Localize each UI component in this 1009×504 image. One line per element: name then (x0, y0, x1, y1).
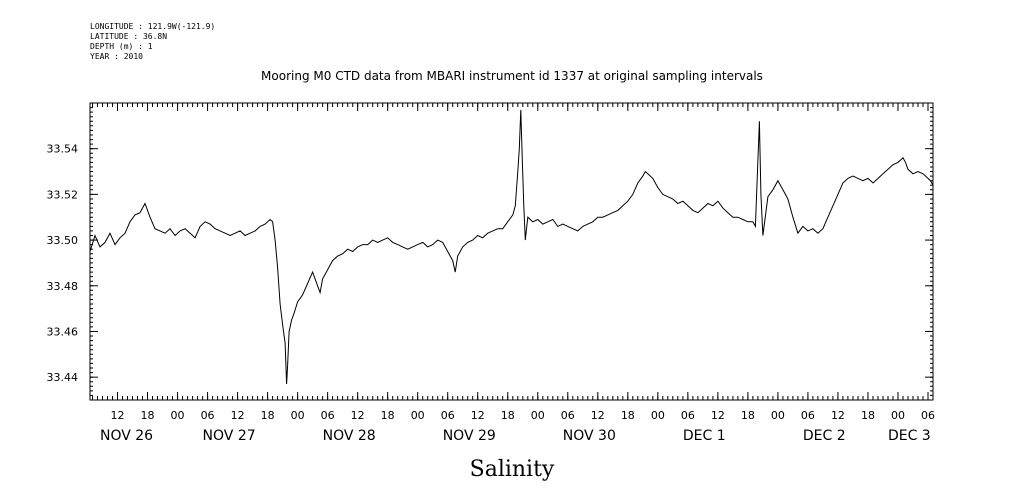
x-axis-label: Salinity (470, 457, 555, 482)
minor-ticks (90, 102, 934, 401)
metadata-block: LONGITUDE : 121.9W(-121.9) LATITUDE : 36… (90, 22, 215, 62)
x-tick-label: 06 (801, 409, 815, 422)
x-tick-label: 06 (921, 409, 935, 422)
x-tick-label: 06 (441, 409, 455, 422)
x-tick-label: 12 (231, 409, 245, 422)
x-date-label: NOV 27 (203, 428, 256, 444)
x-axis-date-labels: NOV 26 NOV 27 NOV 28 NOV 29 NOV 30 DEC 1 DEC 2… (100, 428, 931, 444)
x-tick-label: 00 (171, 409, 185, 422)
metadata-longitude: LONGITUDE : 121.9W(-121.9) (90, 22, 216, 31)
metadata-latitude: LATITUDE : 36.8N (90, 32, 168, 41)
y-tick-label: 33.54 (47, 143, 79, 156)
y-tick-label: 33.46 (47, 325, 79, 338)
y-axis: 33.44 33.46 33.48 33.50 33.52 33.54 (47, 143, 933, 384)
x-tick-label: 18 (261, 409, 275, 422)
x-tick-label: 12 (591, 409, 605, 422)
x-tick-label: 00 (531, 409, 545, 422)
y-tick-label: 33.50 (47, 234, 79, 247)
x-date-label: DEC 2 (803, 428, 846, 444)
x-tick-label: 06 (561, 409, 575, 422)
x-tick-label: 12 (471, 409, 485, 422)
x-tick-label: 00 (771, 409, 785, 422)
x-tick-label: 12 (831, 409, 845, 422)
x-date-label: NOV 30 (563, 428, 616, 444)
x-date-label: NOV 28 (323, 428, 376, 444)
x-tick-label: 12 (711, 409, 725, 422)
x-date-label: NOV 29 (443, 428, 496, 444)
metadata-year: YEAR : 2010 (90, 52, 143, 61)
x-date-label: DEC 1 (683, 428, 726, 444)
metadata-depth: DEPTH (m) : 1 (90, 42, 153, 51)
x-tick-label: 18 (861, 409, 875, 422)
plot-frame (89, 102, 934, 401)
x-tick-label: 12 (111, 409, 125, 422)
x-date-label: NOV 26 (100, 428, 153, 444)
x-tick-label: 18 (141, 409, 155, 422)
x-tick-label: 06 (201, 409, 215, 422)
x-tick-label: 00 (891, 409, 905, 422)
y-tick-label: 33.48 (47, 280, 79, 293)
y-minor-ticks (90, 102, 933, 401)
x-tick-label: 00 (651, 409, 665, 422)
x-tick-label: 00 (411, 409, 425, 422)
chart-title: Mooring M0 CTD data from MBARI instrumen… (261, 69, 763, 83)
salinity-series-line (89, 109, 934, 385)
x-tick-label: 06 (681, 409, 695, 422)
x-axis: 12 18 00 06 12 18 00 06 12 18 00 06 12 18 00 06 12 18 00 06… (111, 103, 935, 422)
x-tick-label: 18 (741, 409, 755, 422)
x-tick-label: 18 (621, 409, 635, 422)
x-tick-label: 00 (291, 409, 305, 422)
x-minor-ticks (92, 103, 934, 400)
x-tick-label: 12 (351, 409, 365, 422)
x-tick-label: 18 (501, 409, 515, 422)
x-tick-label: 18 (381, 409, 395, 422)
y-tick-label: 33.52 (47, 188, 79, 201)
x-date-label: DEC 3 (888, 428, 931, 444)
x-tick-label: 06 (321, 409, 335, 422)
y-tick-label: 33.44 (47, 371, 79, 384)
